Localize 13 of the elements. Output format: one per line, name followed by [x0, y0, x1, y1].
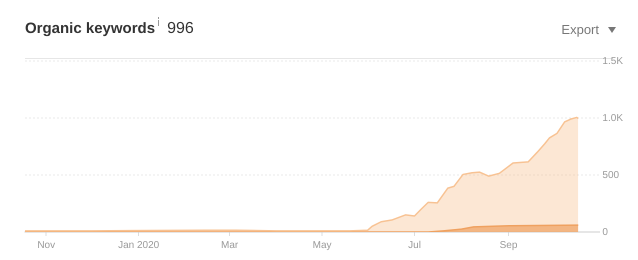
text: Export: [561, 22, 599, 37]
y-tick-label: 1.5K: [602, 56, 624, 67]
y-tick-label: 500: [602, 170, 620, 181]
chart-subtitle: 996: [167, 20, 194, 38]
x-tick-label: May: [312, 240, 332, 251]
x-tick-label: Jul: [408, 240, 421, 251]
chart-title: Organic keywords: [25, 20, 156, 37]
y-tick-label: 0: [602, 226, 608, 238]
x-tick-label: Jan 2020: [118, 240, 160, 251]
x-tick-label: Nov: [37, 240, 56, 251]
x-tick-label: Mar: [220, 240, 239, 251]
y-tick-label: 1.0K: [602, 112, 624, 124]
x-tick-label: Sep: [500, 240, 518, 251]
